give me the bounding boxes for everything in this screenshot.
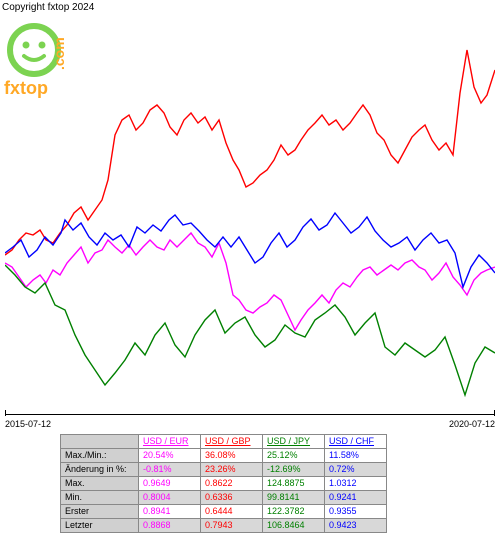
table-cell: 11.58% (325, 449, 387, 463)
series-line (5, 233, 495, 330)
table-cell: 106.8464 (263, 519, 325, 533)
x-axis (5, 414, 495, 415)
x-tick-start (5, 410, 6, 416)
table-col-header[interactable]: USD / EUR (139, 435, 201, 449)
table-cell: 0.6444 (201, 505, 263, 519)
x-tick-end (494, 410, 495, 416)
table-cell: 124.8875 (263, 477, 325, 491)
table-cell: 0.9423 (325, 519, 387, 533)
table-cell: 0.8622 (201, 477, 263, 491)
table-cell: -12.69% (263, 463, 325, 477)
table-cell: 0.6336 (201, 491, 263, 505)
table-cell: 0.9355 (325, 505, 387, 519)
table-cell: 0.8868 (139, 519, 201, 533)
table-cell: 0.8004 (139, 491, 201, 505)
table-cell: 0.7943 (201, 519, 263, 533)
table-row-label: Erster (61, 505, 139, 519)
series-line (5, 265, 495, 395)
table-row-label: Letzter (61, 519, 139, 533)
table-row-label: Min. (61, 491, 139, 505)
table-cell: 1.0312 (325, 477, 387, 491)
table-cell: 36.08% (201, 449, 263, 463)
table-cell: 0.8941 (139, 505, 201, 519)
chart-area: 2015-07-12 2020-07-12 (5, 15, 495, 415)
x-label-start: 2015-07-12 (5, 419, 51, 429)
series-line (5, 50, 495, 255)
summary-table: USD / EURUSD / GBPUSD / JPYUSD / CHF Max.… (60, 434, 387, 533)
x-label-end: 2020-07-12 (449, 419, 495, 429)
table-col-header[interactable]: USD / JPY (263, 435, 325, 449)
table-cell: -0.81% (139, 463, 201, 477)
table-corner (61, 435, 139, 449)
table-cell: 20.54% (139, 449, 201, 463)
table-cell: 0.9241 (325, 491, 387, 505)
table-row-label: Max. (61, 477, 139, 491)
table-cell: 23.26% (201, 463, 263, 477)
table-row-label: Änderung in %: (61, 463, 139, 477)
table-col-header[interactable]: USD / CHF (325, 435, 387, 449)
copyright-text: Copyright fxtop 2024 (2, 2, 94, 13)
table-cell: 0.9649 (139, 477, 201, 491)
table-cell: 99.8141 (263, 491, 325, 505)
table-cell: 0.72% (325, 463, 387, 477)
table-row-label: Max./Min.: (61, 449, 139, 463)
chart-lines (5, 15, 495, 415)
table-cell: 25.12% (263, 449, 325, 463)
table-col-header[interactable]: USD / GBP (201, 435, 263, 449)
table-cell: 122.3782 (263, 505, 325, 519)
